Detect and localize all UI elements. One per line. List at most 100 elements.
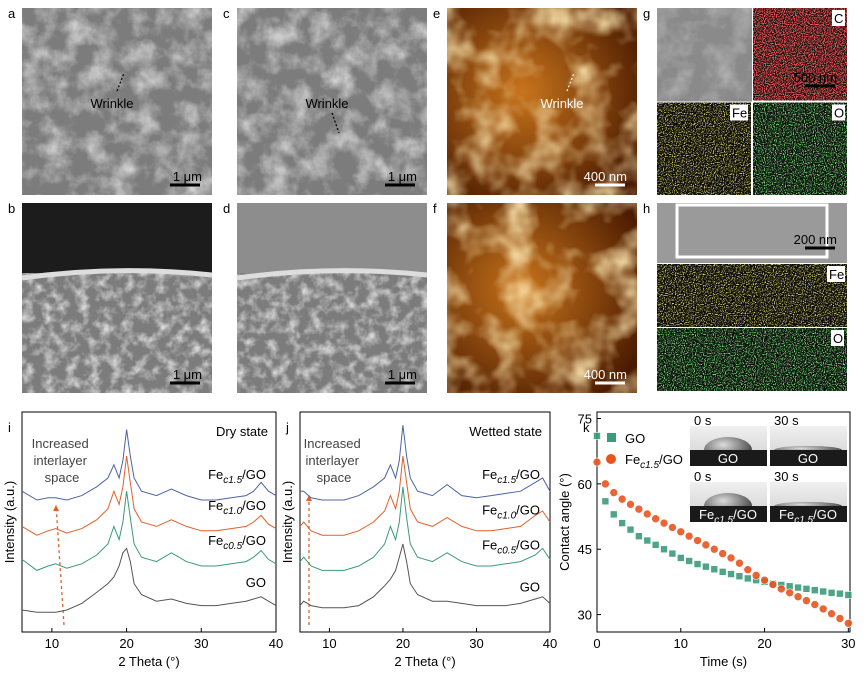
annotation-arrow bbox=[116, 72, 125, 92]
x-tick-label: 30 bbox=[469, 636, 483, 651]
sem-texture bbox=[657, 8, 752, 102]
spectrum-line bbox=[21, 547, 277, 613]
spectrum-line bbox=[21, 455, 277, 536]
data-point bbox=[592, 457, 602, 467]
time-label: 0 s bbox=[694, 469, 712, 484]
plot-frame bbox=[21, 411, 277, 633]
data-point bbox=[811, 586, 819, 594]
panel-letter: h bbox=[643, 201, 650, 216]
panel-letter: j bbox=[285, 420, 289, 435]
panel-letter: b bbox=[8, 201, 15, 216]
data-point bbox=[836, 589, 844, 598]
scale-bar-label: 400 nm bbox=[584, 169, 627, 184]
photo-base bbox=[690, 506, 767, 522]
annotation: Wrinkle bbox=[90, 96, 133, 111]
data-point bbox=[676, 554, 685, 562]
annotation-arrow bbox=[331, 112, 340, 134]
data-point bbox=[643, 536, 652, 545]
series-label: Fec1.0/GO bbox=[208, 498, 266, 517]
data-point bbox=[676, 527, 686, 537]
x-tick-label: 10 bbox=[322, 636, 336, 651]
data-point bbox=[844, 591, 853, 599]
annotation-arrow bbox=[566, 72, 575, 92]
data-point bbox=[634, 504, 644, 514]
data-point bbox=[735, 572, 744, 581]
legend-label: Fec1.5/GO bbox=[625, 452, 683, 471]
x-tick-label: 10 bbox=[674, 636, 688, 651]
data-point bbox=[601, 479, 610, 489]
data-point bbox=[810, 600, 820, 609]
spectrum-line bbox=[299, 486, 551, 571]
state-label: Wetted state bbox=[469, 424, 542, 439]
data-point bbox=[727, 570, 735, 578]
legend-marker bbox=[607, 433, 616, 442]
data-point bbox=[835, 614, 845, 623]
panel-letter: k bbox=[583, 420, 590, 435]
y-axis-label: Intensity (a.u.) bbox=[2, 481, 17, 563]
x-tick-label: 30 bbox=[841, 636, 855, 651]
spectrum-line bbox=[21, 491, 277, 571]
data-point bbox=[693, 536, 702, 545]
data-point bbox=[802, 585, 811, 593]
data-point bbox=[802, 596, 811, 605]
legend-marker bbox=[606, 454, 616, 464]
data-point bbox=[818, 604, 828, 614]
x-axis-label: Time (s) bbox=[700, 654, 747, 669]
data-point bbox=[635, 532, 643, 540]
legend-label: GO bbox=[625, 431, 645, 446]
background bbox=[22, 203, 212, 273]
eds-speckle bbox=[657, 328, 847, 391]
data-point bbox=[685, 557, 693, 565]
data-point bbox=[718, 568, 727, 576]
data-point bbox=[726, 553, 736, 563]
map-label: Fe bbox=[829, 267, 844, 282]
series-label: Fec1.0/GO bbox=[482, 502, 540, 521]
x-axis-label: 2 Theta (°) bbox=[394, 654, 455, 669]
data-point bbox=[601, 497, 610, 506]
plot-frame bbox=[596, 411, 851, 633]
spectrum-line bbox=[300, 425, 551, 501]
annotation: Increased interlayer space bbox=[304, 436, 365, 485]
data-point bbox=[793, 592, 803, 602]
series-label: Fec0.5/GO bbox=[482, 538, 540, 557]
y-tick-label: 75 bbox=[578, 412, 592, 427]
x-tick-label: 20 bbox=[119, 636, 133, 651]
photo-base bbox=[770, 450, 847, 466]
sem-texture bbox=[237, 8, 427, 195]
x-tick-label: 20 bbox=[757, 636, 771, 651]
data-point bbox=[743, 565, 753, 575]
data-point bbox=[819, 587, 827, 596]
x-tick-label: 40 bbox=[269, 636, 283, 651]
photo-base bbox=[770, 506, 847, 522]
x-tick-label: 10 bbox=[45, 636, 59, 651]
scale-bar-label: 1 μm bbox=[173, 367, 202, 382]
sem-texture bbox=[22, 8, 212, 195]
scale-bar-label: 500 nm bbox=[794, 70, 837, 85]
map-label: O bbox=[833, 331, 843, 346]
cross-section-edge bbox=[236, 268, 428, 281]
data-point bbox=[710, 565, 719, 574]
cross-section-edge bbox=[21, 268, 213, 281]
scale-bar-label: 400 nm bbox=[584, 367, 627, 382]
panel-letter: d bbox=[223, 201, 230, 216]
background bbox=[237, 203, 427, 273]
eds-speckle bbox=[753, 102, 847, 195]
data-point bbox=[651, 514, 660, 524]
scale-bar-label: 1 μm bbox=[173, 169, 202, 184]
afm-texture bbox=[447, 8, 637, 195]
data-point bbox=[760, 575, 769, 585]
photo-base bbox=[690, 450, 767, 466]
map-label-bg bbox=[730, 104, 748, 121]
map-label-bg bbox=[831, 330, 844, 346]
time-label: 0 s bbox=[694, 413, 712, 428]
series-label: GO bbox=[246, 575, 266, 590]
data-point bbox=[668, 549, 677, 558]
scale-bar-label: 1 μm bbox=[388, 169, 417, 184]
data-point bbox=[768, 580, 778, 589]
annotation: Wrinkle bbox=[305, 96, 348, 111]
x-tick-label: 20 bbox=[396, 636, 410, 651]
scale-bar-label: 200 nm bbox=[794, 232, 837, 247]
time-label: 30 s bbox=[774, 413, 799, 428]
data-point bbox=[827, 588, 836, 597]
sample-label: Fec1.5/GO bbox=[699, 507, 757, 526]
